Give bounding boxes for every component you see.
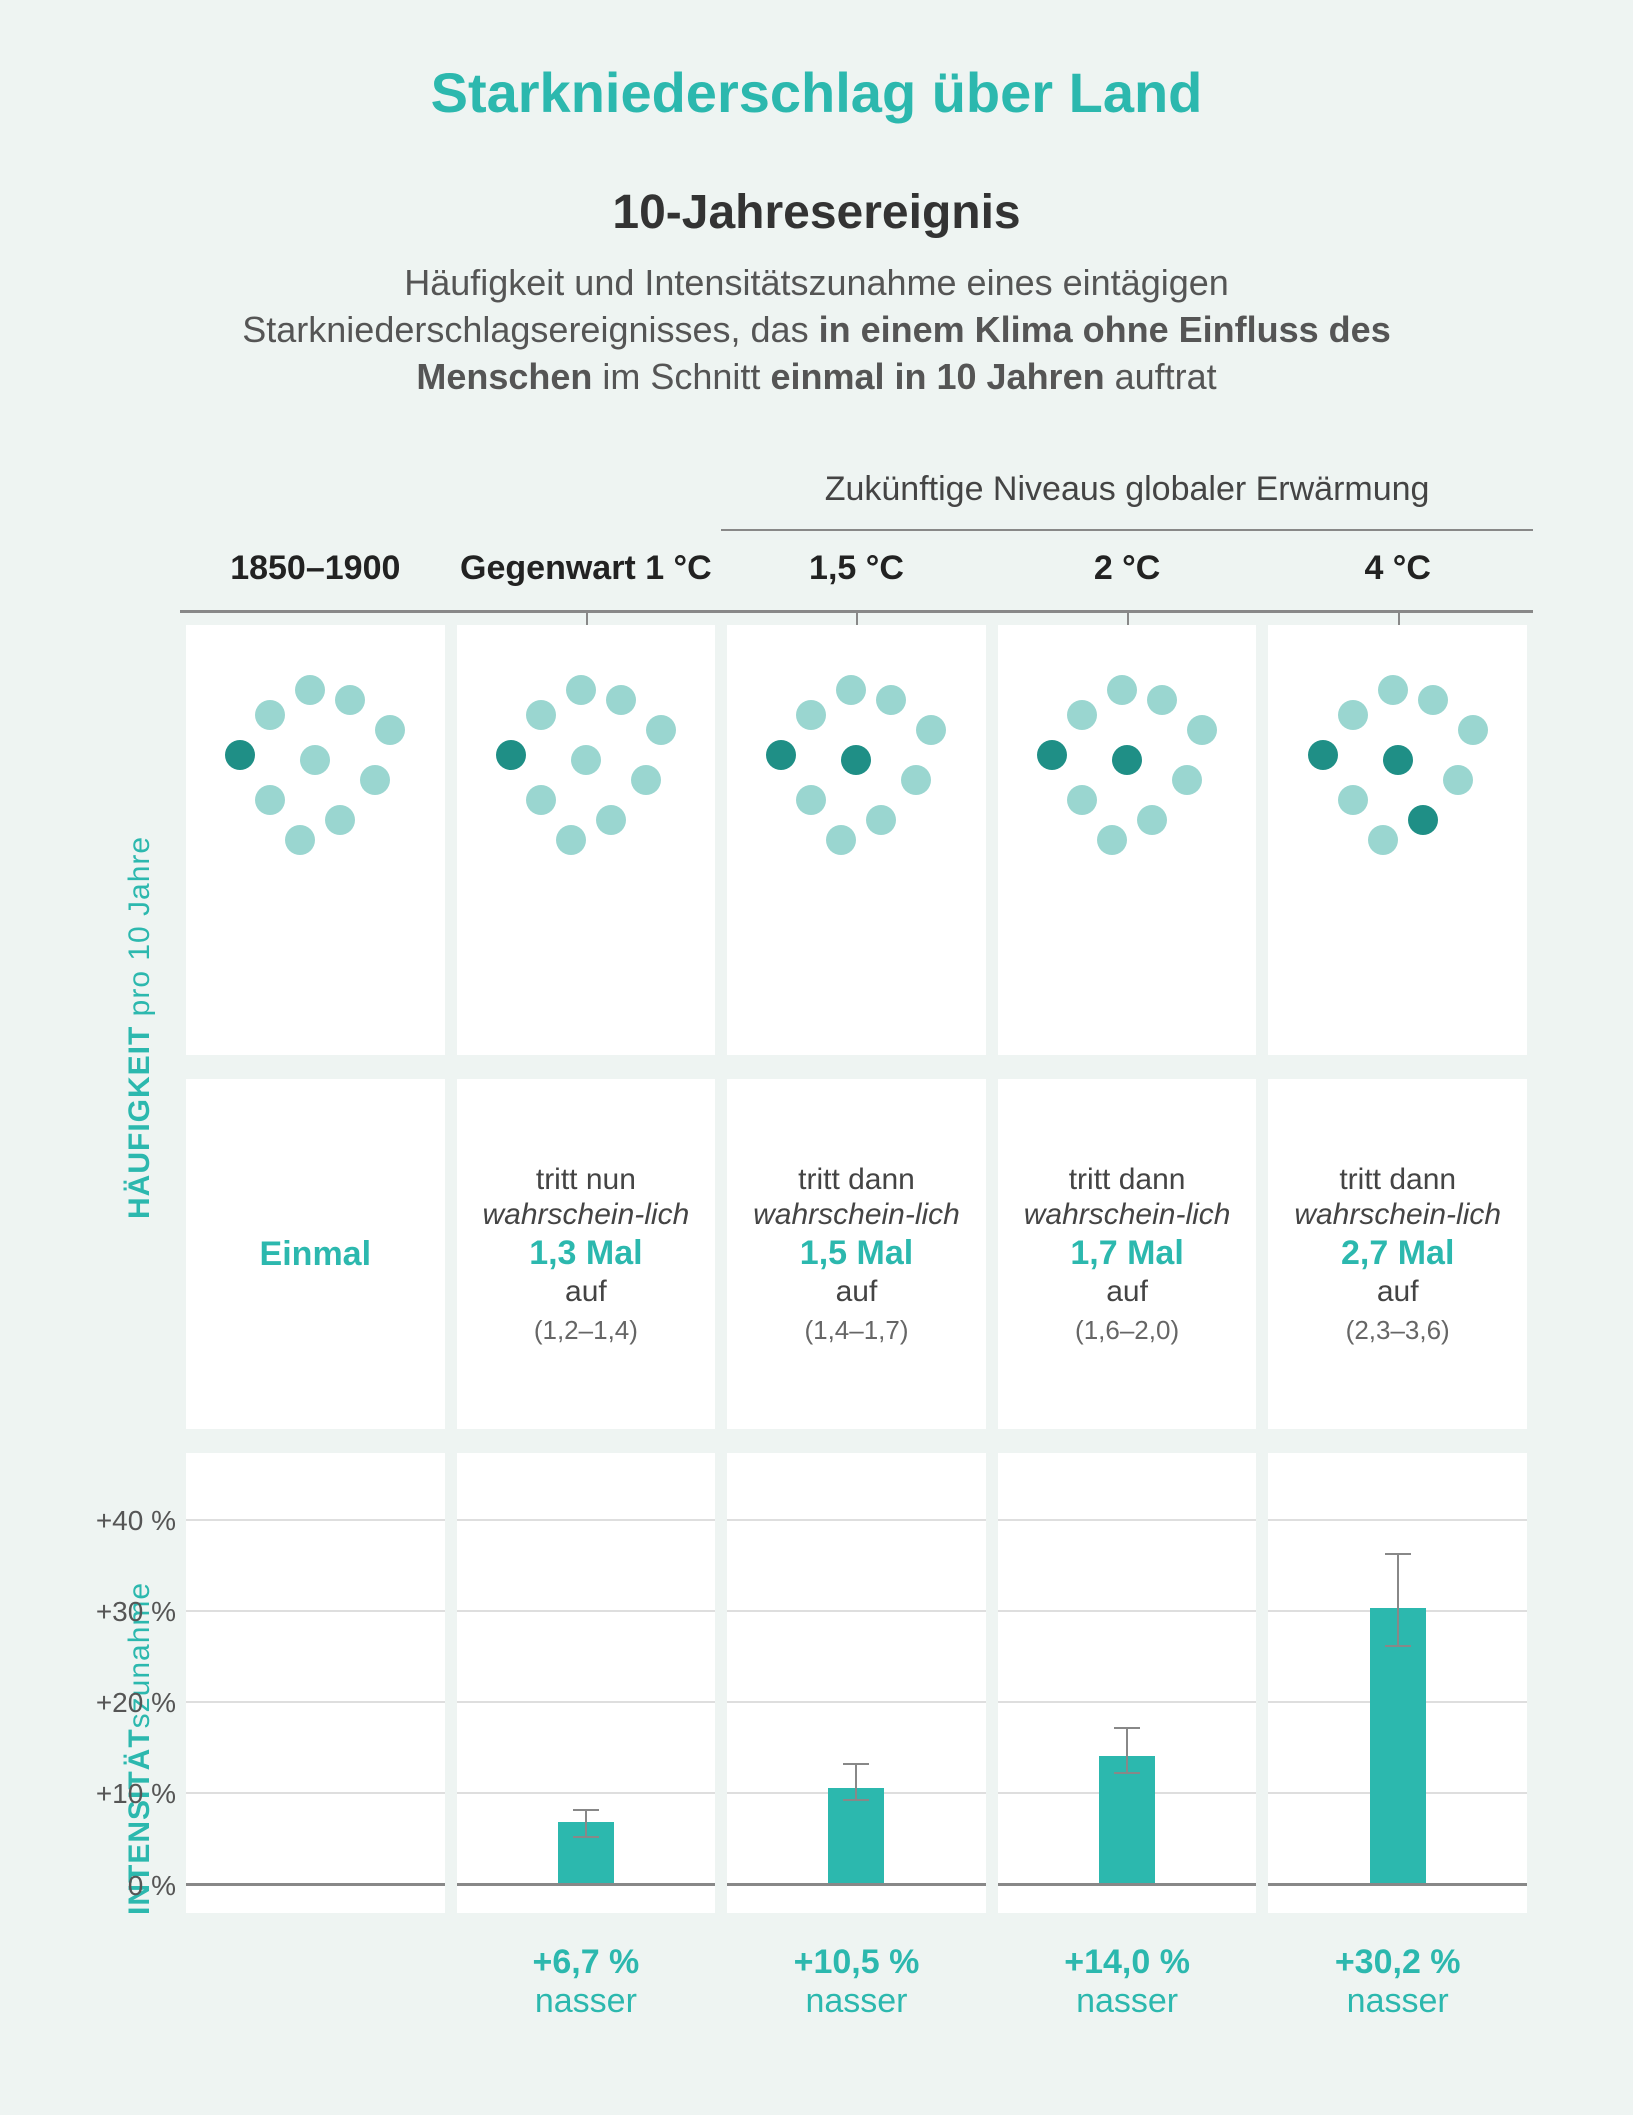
bar-label-4: +30,2 %nasser [1262,1925,1533,2055]
col-header-2c: 2 °C [992,531,1263,613]
ytick-label: 0 % [128,1870,196,1902]
freq-text-3: tritt dann wahrschein-lich 1,7 Mal auf (… [998,1079,1257,1429]
dot-cluster-icon [225,675,405,855]
freq-text-4: tritt dann wahrschein-lich 2,7 Mal auf (… [1268,1079,1527,1429]
col-header-baseline: 1850–1900 [180,531,451,613]
freq-card-4 [1268,625,1527,1055]
ytick-label: +30 % [96,1596,196,1628]
bar-card-0: 0 %+10 %+20 %+30 %+40 % [186,1453,445,1913]
ytick-label: +40 % [96,1505,196,1537]
freq-card-0 [186,625,445,1055]
dot-cluster-icon [1037,675,1217,855]
page-subtitle: 10-Jahresereignis [100,185,1533,240]
col-header-1p5c: 1,5 °C [721,531,992,613]
bar-card-3 [998,1453,1257,1913]
chart-grid: Zukünftige Niveaus globaler Erwärmung 18… [100,470,1533,2055]
dot-cluster-icon [1308,675,1488,855]
bar-card-4 [1268,1453,1527,1913]
ylabel-frequency: HÄUFIGKEIT pro 10 Jahre [100,613,180,1441]
ytick-label: +20 % [96,1687,196,1719]
bar-label-2: +10,5 %nasser [721,1925,992,2055]
bar-label-0 [180,1925,451,2055]
dot-cluster-icon [766,675,946,855]
freq-text-2: tritt dann wahrschein-lich 1,5 Mal auf (… [727,1079,986,1429]
bar-label-1: +6,7 %nasser [451,1925,722,2055]
future-levels-header: Zukünftige Niveaus globaler Erwärmung [721,470,1533,531]
page-title: Starkniederschlag über Land [100,60,1533,125]
page-description: Häufigkeit und Intensitätszunahme eines … [167,260,1467,400]
freq-card-3 [998,625,1257,1055]
freq-text-baseline: Einmal [186,1079,445,1429]
col-header-4c: 4 °C [1262,531,1533,613]
freq-card-1 [457,625,716,1055]
freq-text-1: tritt nun wahrschein-lich 1,3 Mal auf (1… [457,1079,716,1429]
bar-label-3: +14,0 %nasser [992,1925,1263,2055]
intensity-bar [828,1788,884,1884]
intensity-bar [1099,1756,1155,1884]
bar-card-2 [727,1453,986,1913]
col-header-present: Gegenwart 1 °C [451,531,722,613]
freq-card-2 [727,625,986,1055]
dot-cluster-icon [496,675,676,855]
intensity-bar [1370,1608,1426,1883]
bar-card-1 [457,1453,716,1913]
ytick-label: +10 % [96,1778,196,1810]
